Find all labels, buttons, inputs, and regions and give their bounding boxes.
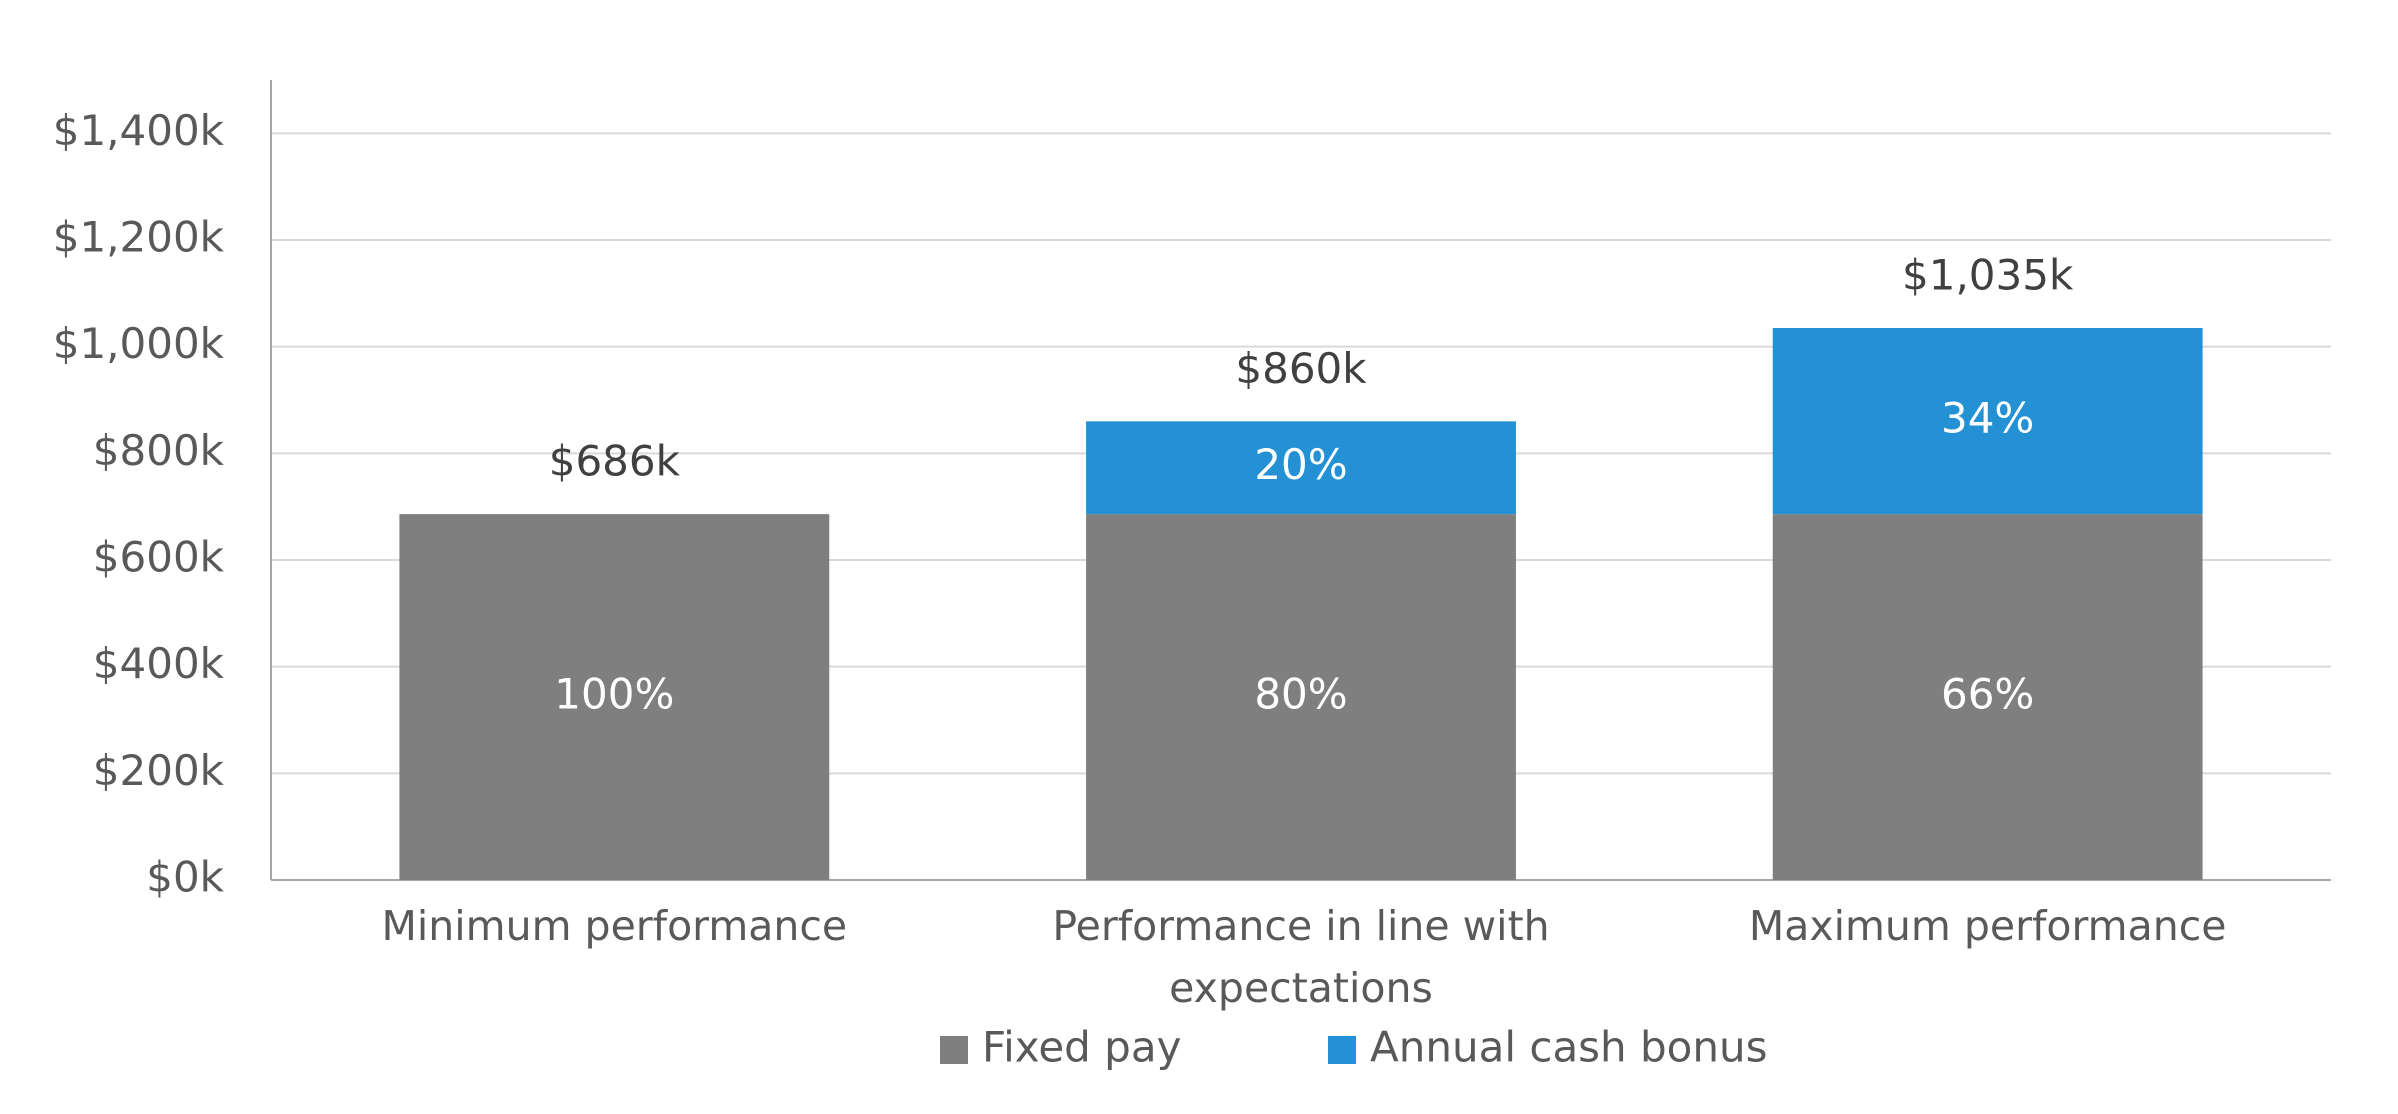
x-tick-label: Performance in line with expectations [1052,902,1550,1012]
share-label: 80% [1254,670,1347,719]
share-label: 66% [1941,670,2034,719]
x-tick-label: Minimum performance [381,902,848,950]
y-tick-label: $800k [93,426,225,475]
total-label: $860k [1235,344,1367,393]
y-tick-label: $0k [146,853,224,902]
share-label: 34% [1941,394,2034,443]
total-label: $686k [549,437,681,486]
legend-label: Fixed pay [982,1023,1181,1072]
y-tick-label: $200k [93,746,225,795]
legend-swatch [940,1036,968,1064]
y-tick-label: $400k [93,639,225,688]
bar-segment [1772,514,2203,880]
share-label: 100% [554,670,674,719]
share-label: 20% [1254,440,1347,489]
x-tick-label: Maximum performance [1748,902,2227,950]
bar-segment [1086,421,1516,515]
y-tick-label: $600k [93,533,225,582]
y-tick-label: $1,400k [53,106,225,155]
bar-segment [1772,328,2203,515]
y-tick-label: $1,200k [53,213,225,262]
bar-segment [1086,514,1516,880]
legend-swatch [1328,1036,1356,1064]
bar-segment [399,514,830,880]
total-label: $1,035k [1902,251,2074,300]
legend-label: Annual cash bonus [1370,1023,1768,1072]
y-tick-label: $1,000k [53,319,225,368]
